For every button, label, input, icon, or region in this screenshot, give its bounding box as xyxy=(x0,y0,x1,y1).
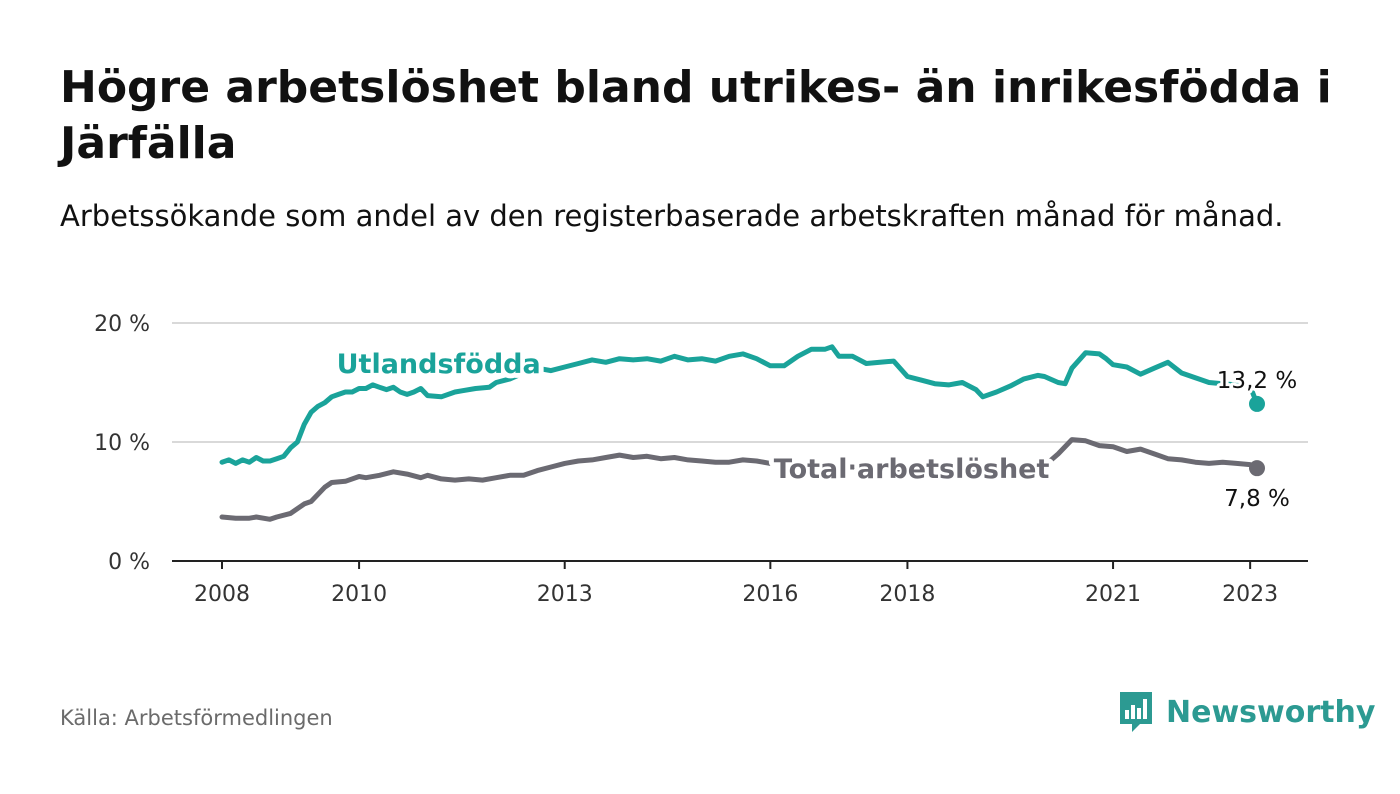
series-end-point-0 xyxy=(1249,395,1265,412)
x-tick-label: 2023 xyxy=(1222,582,1278,607)
y-tick-label: 0 % xyxy=(108,550,150,575)
series-end-label-0: 13,2 % xyxy=(1217,368,1297,394)
chart-subtitle: Arbetssökande som andel av den registerb… xyxy=(60,199,1284,233)
series-lines xyxy=(219,344,1265,522)
x-tick-label: 2018 xyxy=(879,582,935,607)
y-tick-label: 20 % xyxy=(94,312,150,337)
series-line-0 xyxy=(219,344,1260,466)
series-end-label-1: 7,8 % xyxy=(1224,486,1290,512)
gridlines xyxy=(172,322,1308,443)
y-tick-label: 10 % xyxy=(94,431,150,456)
axes: 0 % 10 % 20 % 2008 2010 2013 2016 2018 2021 2023 xyxy=(94,312,1308,607)
x-tick-label: 2013 xyxy=(537,582,593,607)
newsworthy-logo: Newsworthy xyxy=(1118,690,1375,734)
x-tick-label: 2008 xyxy=(194,582,250,607)
line-chart: Utlandsfödda Total arbetslöshet 13,2 % 7,8 … xyxy=(94,312,1308,607)
source-note: Källa: Arbetsförmedlingen xyxy=(60,706,333,730)
series-name-label-1: Total arbetslöshet xyxy=(774,454,1050,485)
series-labels: Utlandsfödda Total arbetslöshet 13,2 % 7,8 … xyxy=(332,344,1301,515)
series-line-1 xyxy=(219,437,1260,522)
x-tick-label: 2021 xyxy=(1085,582,1141,607)
series-end-point-1 xyxy=(1249,460,1265,477)
x-tick-label: 2010 xyxy=(331,582,387,607)
newsworthy-logo-icon xyxy=(1120,692,1152,732)
series-name-label-0: Utlandsfödda xyxy=(337,349,541,380)
x-tick-label: 2016 xyxy=(742,582,798,607)
chart-title: Högre arbetslöshet bland utrikes- än inr… xyxy=(60,62,1332,169)
newsworthy-wordmark: Newsworthy xyxy=(1166,694,1376,730)
